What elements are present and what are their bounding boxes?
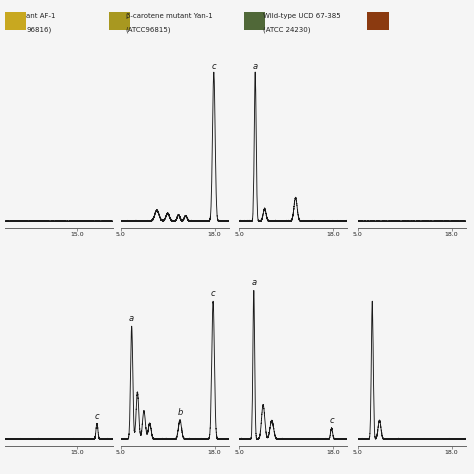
Text: (ATCC 24230): (ATCC 24230) — [263, 27, 310, 33]
Text: a: a — [129, 314, 134, 323]
Text: c: c — [329, 416, 334, 425]
Text: b: b — [177, 409, 182, 418]
Text: Wild-type UCD 67-385: Wild-type UCD 67-385 — [263, 13, 341, 19]
Text: 96816): 96816) — [26, 27, 51, 33]
Text: c: c — [211, 62, 216, 71]
Text: a: a — [251, 278, 256, 287]
Text: ant AF-1: ant AF-1 — [26, 13, 55, 19]
Text: c: c — [211, 289, 215, 298]
Text: β-carotene mutant Yan-1: β-carotene mutant Yan-1 — [126, 13, 212, 19]
Text: (ATCC96815): (ATCC96815) — [126, 27, 171, 33]
Text: a: a — [253, 62, 258, 71]
Text: c: c — [95, 411, 99, 420]
